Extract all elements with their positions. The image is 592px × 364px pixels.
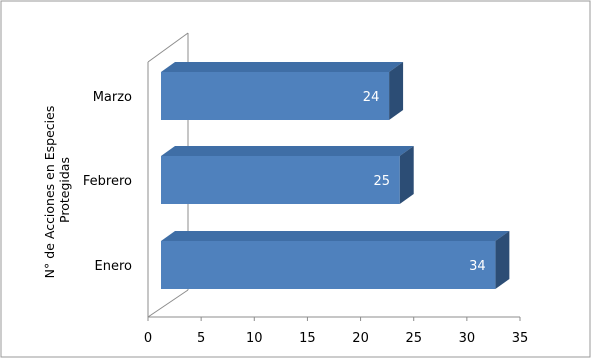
bar-top-face (161, 231, 510, 241)
x-tick-label: 0 (144, 331, 152, 346)
bar-front-face (161, 72, 390, 120)
x-tick-label: 20 (352, 331, 369, 346)
category-label: Enero (95, 259, 133, 274)
y-axis-title: N° de Acciones en Especies Protegidas (42, 102, 72, 279)
x-tick-label: 35 (512, 331, 529, 346)
x-tick-label: 10 (246, 331, 263, 346)
bar-top-face (161, 62, 404, 72)
y-axis-title-line-2: Protegidas (57, 157, 72, 223)
data-label: 34 (469, 259, 486, 274)
bar-front-face (161, 156, 400, 204)
x-axis-ticks: 0 5 10 15 20 25 30 35 (144, 317, 528, 346)
bar-febrero: 25 (161, 146, 414, 204)
y-axis-categories: Enero Febrero Marzo (83, 90, 132, 274)
category-label: Marzo (93, 90, 132, 105)
x-tick-label: 15 (299, 331, 316, 346)
bar-enero: 34 (161, 231, 510, 289)
x-tick-label: 5 (197, 331, 205, 346)
bar-marzo: 24 (161, 62, 404, 120)
bar-front-face (161, 241, 496, 289)
category-label: Febrero (83, 174, 132, 189)
wall-top-diagonal (147, 32, 189, 63)
bar-side-face (495, 231, 510, 289)
bar-side-face (389, 62, 404, 120)
bar-top-face (161, 146, 414, 156)
x-tick-label: 30 (459, 331, 476, 346)
wall-bottom-diagonal (147, 289, 189, 318)
bar-side-face (399, 146, 414, 204)
data-label: 25 (373, 174, 390, 189)
data-label: 24 (363, 90, 380, 105)
bars-layer: 34 25 24 (161, 62, 510, 289)
x-tick-label: 25 (405, 331, 422, 346)
y-axis-title-line-1: N° de Acciones en Especies (42, 106, 57, 279)
